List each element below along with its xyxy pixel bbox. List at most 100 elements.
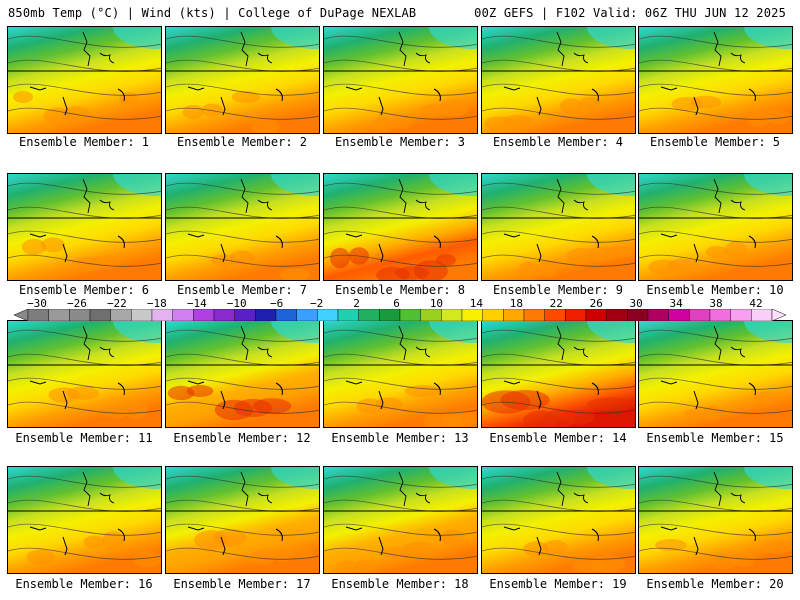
colorbar-swatch bbox=[399, 309, 421, 321]
colorbar-tick-label: −18 bbox=[146, 297, 167, 310]
temperature-field bbox=[166, 467, 319, 573]
colorbar-swatch bbox=[668, 309, 690, 321]
temperature-field bbox=[324, 27, 477, 133]
colorbar-tick-label: −2 bbox=[309, 297, 324, 310]
ensemble-panel-map bbox=[323, 466, 478, 574]
ensemble-panel-map bbox=[323, 26, 478, 134]
temperature-field bbox=[8, 174, 161, 280]
ensemble-member-label: Ensemble Member: 10 bbox=[646, 283, 784, 297]
colorbar-swatch bbox=[110, 309, 132, 321]
colorbar-swatch bbox=[420, 309, 442, 321]
colorbar-tick-label: −26 bbox=[67, 297, 87, 310]
colorbar-tick-label: −10 bbox=[226, 297, 247, 310]
temperature-field bbox=[324, 467, 477, 573]
colorbar-swatch bbox=[461, 309, 483, 321]
ensemble-panel-map bbox=[638, 173, 793, 281]
colorbar-tick-label: −6 bbox=[270, 297, 284, 310]
map-title: 850mb Temp (°C) | Wind (kts) | College o… bbox=[8, 6, 417, 20]
ensemble-member-label: Ensemble Member: 18 bbox=[331, 577, 469, 591]
ensemble-member-label: Ensemble Member: 5 bbox=[649, 135, 781, 149]
colorbar-tick-label: −22 bbox=[106, 297, 127, 310]
colorbar-swatch bbox=[751, 309, 773, 321]
colorbar-swatch bbox=[337, 309, 359, 321]
colorbar-swatch bbox=[730, 309, 752, 321]
colorbar-swatch bbox=[255, 309, 277, 321]
colorbar-swatch bbox=[213, 309, 235, 321]
temperature-field bbox=[482, 174, 635, 280]
colorbar-swatch bbox=[151, 309, 173, 321]
colorbar-tick-label: 30 bbox=[629, 297, 643, 310]
colorbar-tick-label: 42 bbox=[749, 297, 763, 310]
temperature-field bbox=[8, 467, 161, 573]
ensemble-panel-map bbox=[481, 173, 636, 281]
colorbar-tick-label: 10 bbox=[429, 297, 444, 310]
ensemble-member-label: Ensemble Member: 1 bbox=[18, 135, 150, 149]
colorbar-tick-label: 38 bbox=[709, 297, 723, 310]
colorbar-tick-label: 2 bbox=[353, 297, 360, 310]
colorbar-tick-label: 18 bbox=[509, 297, 523, 310]
temperature-field bbox=[8, 27, 161, 133]
ensemble-panel-map bbox=[638, 26, 793, 134]
colorbar-swatch bbox=[544, 309, 566, 321]
ensemble-panel-map bbox=[481, 466, 636, 574]
temperature-field bbox=[639, 27, 792, 133]
ensemble-panel-map bbox=[165, 173, 320, 281]
temperature-field bbox=[324, 174, 477, 280]
temperature-field bbox=[482, 467, 635, 573]
ensemble-panel-map bbox=[638, 320, 793, 428]
ensemble-member-label: Ensemble Member: 11 bbox=[15, 431, 153, 445]
ensemble-panel-map bbox=[323, 173, 478, 281]
colorbar-tick-label: −14 bbox=[186, 297, 207, 310]
colorbar-swatch bbox=[709, 309, 731, 321]
ensemble-member-label: Ensemble Member: 19 bbox=[489, 577, 627, 591]
ensemble-panel-map bbox=[165, 26, 320, 134]
header: 850mb Temp (°C) | Wind (kts) | College o… bbox=[0, 0, 800, 24]
colorbar-swatch bbox=[358, 309, 380, 321]
colorbar-swatch bbox=[131, 309, 153, 321]
ensemble-member-label: Ensemble Member: 4 bbox=[492, 135, 624, 149]
colorbar-swatch bbox=[585, 309, 607, 321]
temperature-field bbox=[639, 467, 792, 573]
temperature-field bbox=[482, 27, 635, 133]
ensemble-member-label: Ensemble Member: 6 bbox=[18, 283, 150, 297]
ensemble-panel-map bbox=[165, 320, 320, 428]
colorbar-left-arrow bbox=[14, 309, 29, 321]
colorbar-swatch bbox=[317, 309, 339, 321]
ensemble-panel-map bbox=[323, 320, 478, 428]
ensemble-member-label: Ensemble Member: 14 bbox=[489, 431, 627, 445]
ensemble-member-label: Ensemble Member: 16 bbox=[15, 577, 153, 591]
colorbar-swatch bbox=[89, 309, 111, 321]
colorbar-swatch bbox=[627, 309, 649, 321]
colorbar-swatch bbox=[441, 309, 463, 321]
colorbar-tick-label: 6 bbox=[393, 297, 400, 310]
colorbar-swatch bbox=[275, 309, 297, 321]
colorbar-swatch bbox=[27, 309, 49, 321]
colorbar-swatch bbox=[172, 309, 194, 321]
temperature-field bbox=[166, 321, 319, 427]
ensemble-member-label: Ensemble Member: 12 bbox=[173, 431, 311, 445]
colorbar-swatch bbox=[482, 309, 504, 321]
temperature-colorbar: −30 −26 −22 −18 −14 −10 −6 −2 2 6 10 14 18 22 26 30 34 38… bbox=[14, 297, 786, 321]
ensemble-member-label: Ensemble Member: 17 bbox=[173, 577, 311, 591]
ensemble-member-label: Ensemble Member: 7 bbox=[176, 283, 308, 297]
ensemble-panel-map bbox=[481, 26, 636, 134]
colorbar-swatch bbox=[523, 309, 545, 321]
ensemble-member-label: Ensemble Member: 3 bbox=[334, 135, 466, 149]
colorbar-swatch bbox=[69, 309, 91, 321]
ensemble-member-label: Ensemble Member: 2 bbox=[176, 135, 308, 149]
temperature-field bbox=[324, 321, 477, 427]
colorbar-swatch bbox=[48, 309, 70, 321]
temperature-field bbox=[639, 321, 792, 427]
ensemble-member-label: Ensemble Member: 15 bbox=[646, 431, 784, 445]
colorbar-labels: −30 −26 −22 −18 −14 −10 −6 −2 2 6 10 14 18 22 26 30 34 38… bbox=[14, 297, 786, 310]
colorbar-tick-label: 22 bbox=[549, 297, 563, 310]
temperature-field bbox=[639, 174, 792, 280]
colorbar-swatch bbox=[234, 309, 256, 321]
ensemble-member-label: Ensemble Member: 8 bbox=[334, 283, 466, 297]
ensemble-panel-map bbox=[7, 466, 162, 574]
ensemble-panel-map bbox=[7, 26, 162, 134]
colorbar-tick-label: −30 bbox=[27, 297, 47, 310]
ensemble-panel-map bbox=[7, 320, 162, 428]
temperature-field bbox=[166, 174, 319, 280]
